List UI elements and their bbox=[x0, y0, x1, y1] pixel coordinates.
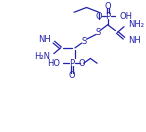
Text: NH: NH bbox=[38, 35, 51, 44]
Text: O: O bbox=[69, 71, 75, 80]
Text: OH: OH bbox=[119, 12, 132, 21]
Text: NH: NH bbox=[128, 36, 141, 45]
Text: S: S bbox=[81, 37, 86, 46]
Text: O: O bbox=[104, 2, 111, 11]
Text: NH₂: NH₂ bbox=[128, 20, 144, 29]
Text: O: O bbox=[78, 59, 85, 68]
Text: O: O bbox=[96, 12, 102, 21]
Text: HO: HO bbox=[48, 59, 61, 68]
Text: P: P bbox=[105, 12, 110, 21]
Text: P: P bbox=[69, 59, 75, 68]
Text: H₂N: H₂N bbox=[34, 52, 50, 61]
Text: S: S bbox=[95, 28, 101, 37]
